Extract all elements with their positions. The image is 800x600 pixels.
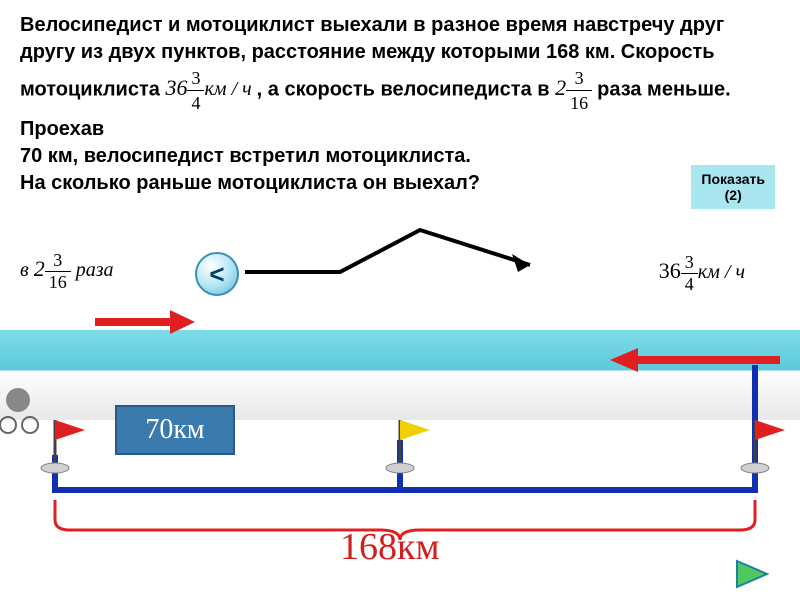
flag-meeting xyxy=(386,420,430,473)
speed-moto-inline: 3634км / ч xyxy=(165,78,256,100)
show-count: (2) xyxy=(725,187,742,203)
ratio-inline: 2316 xyxy=(555,78,597,100)
text-line2a: , а скорость велосипедиста в xyxy=(257,78,550,100)
traveled-value: 70км xyxy=(145,414,204,446)
text-line4: На сколько раньше мотоциклиста он выехал… xyxy=(20,172,480,194)
cyclist-arrowhead xyxy=(170,310,195,334)
diagram: в 2316 раза < 3634км / ч xyxy=(0,210,800,590)
show-label: Показать xyxy=(701,171,765,187)
next-button[interactable] xyxy=(732,556,772,592)
traveled-distance-box: 70км xyxy=(115,405,235,455)
text-line3: 70 км, велосипедист встретил мотоциклист… xyxy=(20,145,471,167)
problem-text: Велосипедист и мотоциклист выехали в раз… xyxy=(0,0,800,197)
flag-start xyxy=(41,420,85,473)
zigzag-line xyxy=(245,230,530,272)
moto-arrowhead xyxy=(610,348,638,372)
total-distance-label: 168км xyxy=(340,525,440,569)
show-button[interactable]: Показать (2) xyxy=(691,165,775,209)
flag-end xyxy=(741,420,785,473)
cyclist-icon xyxy=(0,388,38,433)
